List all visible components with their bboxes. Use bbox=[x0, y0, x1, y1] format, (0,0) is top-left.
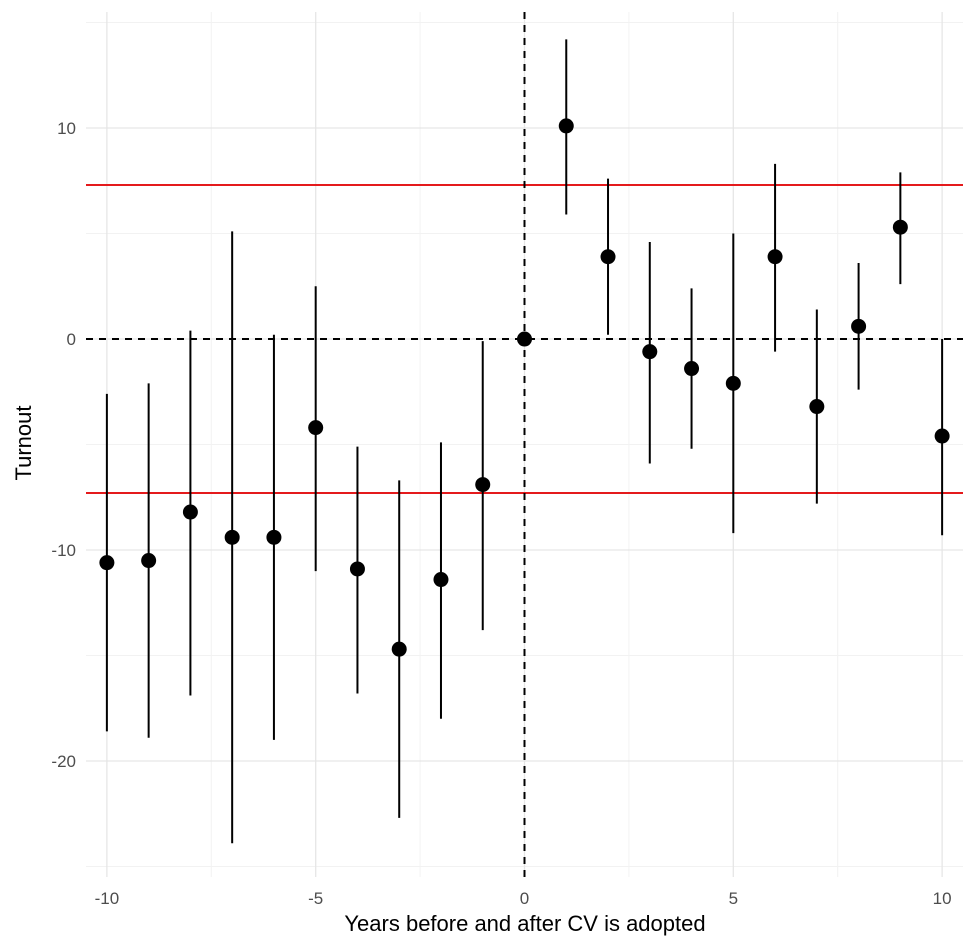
data-point bbox=[266, 529, 282, 545]
data-point bbox=[767, 249, 783, 265]
data-point bbox=[517, 331, 532, 347]
data-point bbox=[141, 553, 157, 569]
y-tick-label: -20 bbox=[51, 752, 76, 771]
data-point bbox=[349, 561, 365, 577]
data-point bbox=[809, 399, 825, 415]
y-tick-label: -10 bbox=[51, 541, 76, 560]
x-tick-label: -5 bbox=[308, 889, 323, 908]
data-point bbox=[684, 361, 700, 377]
data-point bbox=[934, 428, 950, 444]
x-axis-ticks: -10 -5 0 5 10 bbox=[95, 889, 952, 908]
data-point bbox=[391, 641, 407, 657]
x-tick-label: 5 bbox=[729, 889, 738, 908]
data-point bbox=[600, 249, 616, 265]
data-point bbox=[308, 420, 324, 436]
y-axis-ticks: -20 -10 0 10 bbox=[51, 119, 76, 771]
x-tick-label: 0 bbox=[520, 889, 529, 908]
y-axis-title: Turnout bbox=[11, 405, 36, 480]
data-point bbox=[851, 318, 867, 334]
data-point bbox=[725, 375, 741, 391]
data-point bbox=[642, 344, 658, 360]
y-tick-label: 0 bbox=[67, 330, 76, 349]
y-tick-label: 10 bbox=[57, 119, 76, 138]
data-point bbox=[475, 477, 491, 493]
x-axis-title: Years before and after CV is adopted bbox=[344, 911, 705, 936]
data-point bbox=[224, 529, 240, 545]
data-point bbox=[99, 555, 115, 571]
data-point bbox=[558, 118, 574, 134]
x-tick-label: -10 bbox=[95, 889, 120, 908]
data-point bbox=[433, 572, 449, 588]
data-point bbox=[182, 504, 198, 520]
x-tick-label: 10 bbox=[933, 889, 952, 908]
data-point bbox=[892, 219, 908, 235]
data-points bbox=[99, 118, 950, 657]
